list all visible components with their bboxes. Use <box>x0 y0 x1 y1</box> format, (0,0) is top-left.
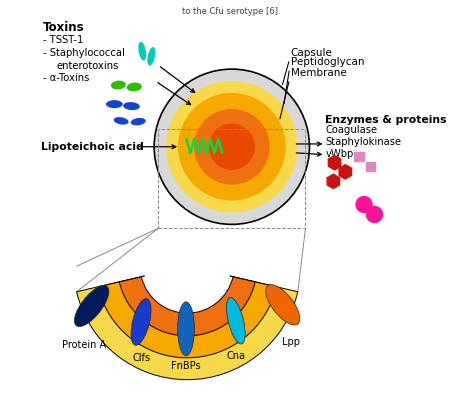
Text: enterotoxins: enterotoxins <box>56 61 119 71</box>
Text: Clfs: Clfs <box>132 353 150 363</box>
Ellipse shape <box>114 117 128 125</box>
Bar <box>355 152 364 162</box>
Wedge shape <box>119 266 255 336</box>
Circle shape <box>366 207 383 223</box>
Text: - Staphylococcal: - Staphylococcal <box>43 48 125 58</box>
Text: - TSST-1: - TSST-1 <box>43 35 83 45</box>
Ellipse shape <box>227 298 245 344</box>
Circle shape <box>178 93 285 200</box>
Circle shape <box>154 69 310 225</box>
Ellipse shape <box>111 81 126 89</box>
Circle shape <box>144 223 230 309</box>
Text: Lpp: Lpp <box>282 337 300 347</box>
Bar <box>158 129 305 229</box>
Ellipse shape <box>74 286 109 326</box>
Text: Membrane: Membrane <box>291 68 346 78</box>
Text: - α-Toxins: - α-Toxins <box>43 73 89 83</box>
Ellipse shape <box>106 100 123 108</box>
Polygon shape <box>339 165 352 179</box>
Ellipse shape <box>178 302 194 356</box>
Ellipse shape <box>266 285 300 325</box>
Text: Protein A: Protein A <box>62 340 106 350</box>
Text: Lipoteichoic acid: Lipoteichoic acid <box>41 142 144 152</box>
Ellipse shape <box>123 102 140 110</box>
Wedge shape <box>98 266 276 358</box>
Ellipse shape <box>127 83 142 91</box>
Ellipse shape <box>131 299 151 345</box>
Text: Cna: Cna <box>226 350 245 360</box>
Ellipse shape <box>131 118 146 126</box>
Wedge shape <box>77 266 298 380</box>
Bar <box>365 162 375 172</box>
Ellipse shape <box>138 42 146 61</box>
Text: Coagulase: Coagulase <box>325 125 377 135</box>
Text: Enzymes & proteins: Enzymes & proteins <box>325 115 447 125</box>
Text: Staphylokinase: Staphylokinase <box>325 137 401 147</box>
Ellipse shape <box>147 47 155 66</box>
Text: Toxins: Toxins <box>43 20 84 34</box>
Circle shape <box>356 196 372 213</box>
Text: vWbp: vWbp <box>325 149 354 159</box>
Polygon shape <box>327 174 339 188</box>
Circle shape <box>194 109 270 184</box>
Text: Capsule: Capsule <box>291 48 333 58</box>
Wedge shape <box>141 266 233 313</box>
Polygon shape <box>328 156 341 170</box>
Circle shape <box>166 81 298 213</box>
Circle shape <box>209 124 255 170</box>
Text: Peptidoglycan: Peptidoglycan <box>291 57 364 67</box>
Text: FnBPs: FnBPs <box>171 361 201 371</box>
Text: to the Cfu serotype [6].: to the Cfu serotype [6]. <box>182 7 281 16</box>
